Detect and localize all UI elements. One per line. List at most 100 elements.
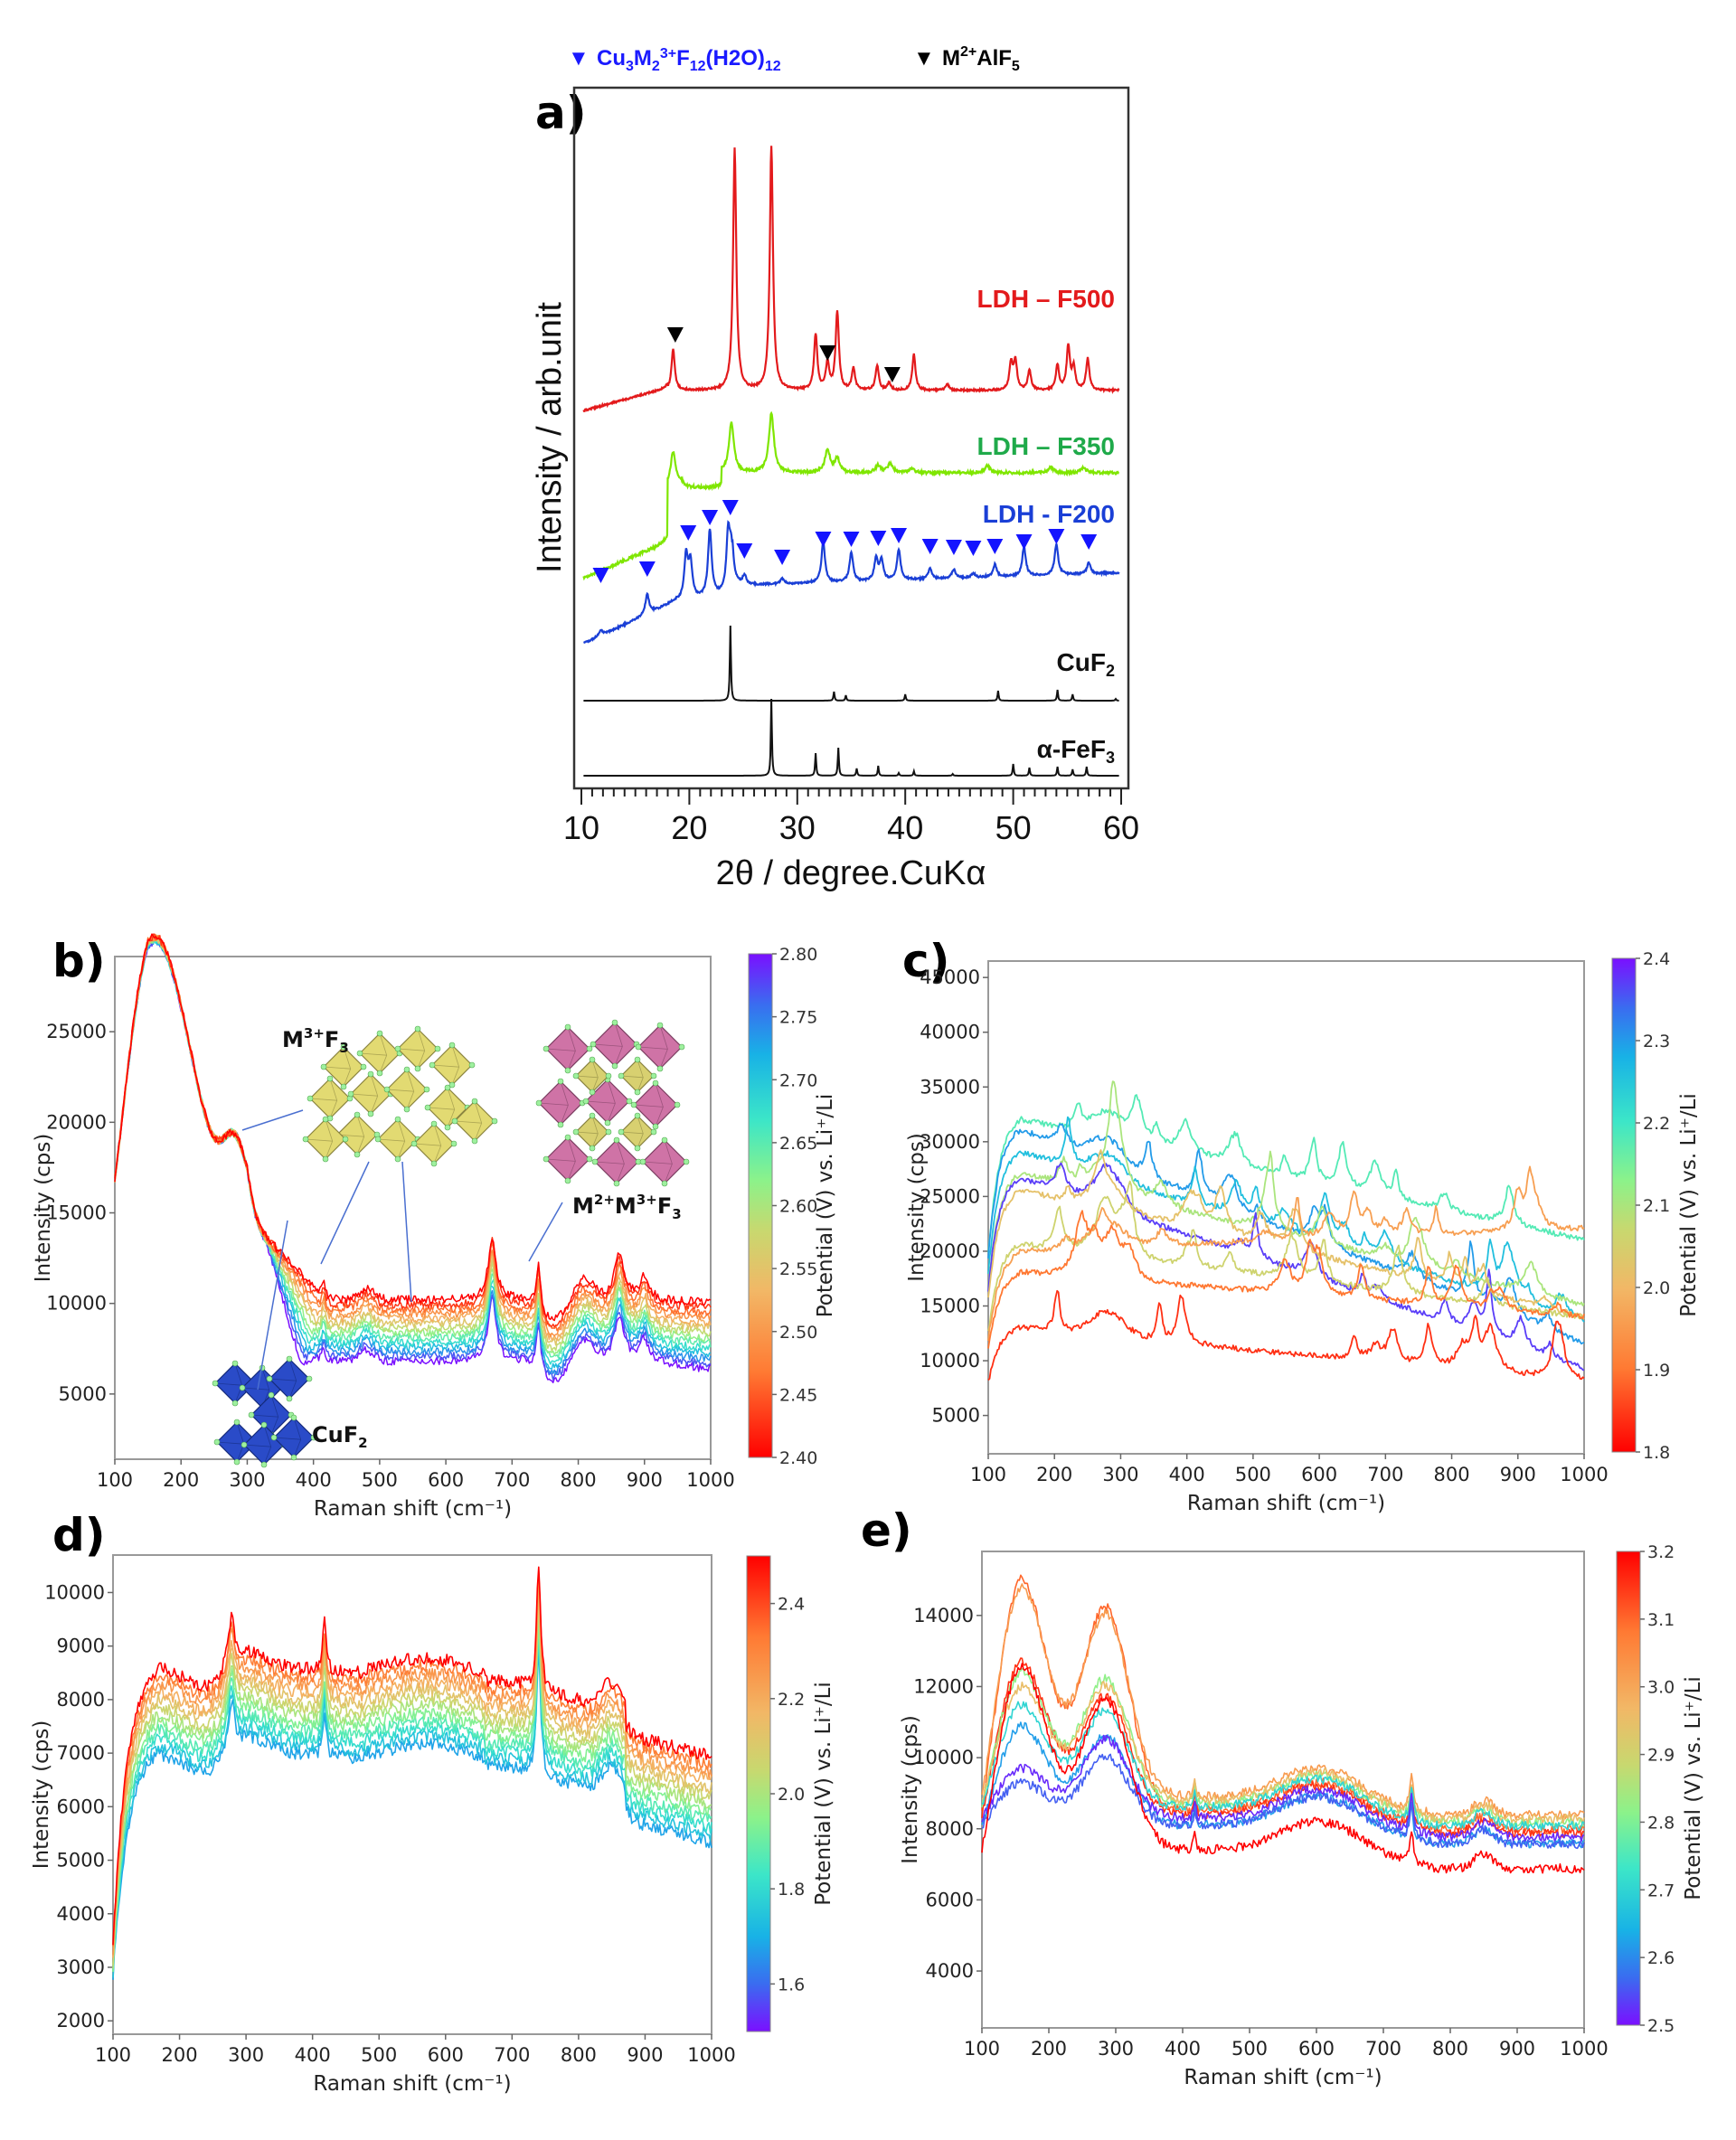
y-tick-label: 8000: [57, 1689, 105, 1711]
colorbar-tick-label: 2.0: [1643, 1278, 1670, 1298]
x-tick-label: 10: [563, 809, 599, 846]
colorbar-tick-label: 2.5: [1647, 2016, 1675, 2036]
raman-curve-e: [981, 1657, 1585, 1839]
colorbar-tick-label: 1.8: [778, 1880, 805, 1900]
fluorine-atom: [410, 1140, 418, 1147]
marker-cu3m2f12-icon: [736, 543, 753, 559]
y-tick-label: 6000: [926, 1889, 974, 1910]
raman-curve-e: [981, 1681, 1585, 1824]
colorbar: [748, 953, 773, 1458]
fluorine-atom: [307, 1095, 314, 1102]
crystal-structure-cuf2-icon: [212, 1355, 317, 1468]
y-tick-label: 14000: [913, 1605, 974, 1626]
octahedron: [336, 1114, 378, 1155]
fluorine-atom: [290, 1414, 297, 1421]
y-tick-label: 9000: [57, 1636, 105, 1657]
fluorine-atom: [626, 1098, 633, 1105]
octahedron-edge: [250, 1394, 279, 1436]
curves: [112, 1566, 712, 1980]
legend-label-blue: Cu3M23+F12(H2O)12: [597, 46, 781, 74]
raman-curve-c: [987, 1149, 1585, 1319]
fluorine-atom: [650, 1072, 657, 1079]
octahedron-edge: [620, 1115, 644, 1149]
fluorine-atom: [661, 1136, 668, 1144]
inset-label-m3f3: M3+F3: [282, 1025, 349, 1056]
octahedron-edge: [243, 1424, 272, 1466]
octahedron-edge: [545, 1136, 576, 1182]
fluorine-atom: [444, 1124, 451, 1131]
colorbar-tick-label: 2.75: [779, 1008, 817, 1028]
x-tick-label: 400: [1165, 2038, 1201, 2060]
series-label-f200: LDH - F200: [983, 500, 1115, 528]
y-axis-label: Intensity (cps): [32, 1134, 55, 1283]
x-tick-label: 800: [1434, 1464, 1470, 1485]
octahedron-edge: [594, 1139, 625, 1184]
raman-curve-d: [112, 1566, 712, 1946]
fluorine-atom: [605, 1072, 612, 1079]
fluorine-atom: [448, 1081, 456, 1089]
y-tick-label: 8000: [926, 1818, 974, 1840]
colorbar-tick-label: 2.2: [778, 1690, 805, 1710]
crystal-structure-m3f3-icon: [302, 1025, 498, 1167]
colorbar-tick-label: 2.3: [1643, 1032, 1670, 1051]
colorbar-label: Potential (V) vs. Li⁺/Li: [812, 1682, 835, 1906]
colorbar-tick-label: 2.6: [1647, 1948, 1675, 1968]
fluorine-atom: [674, 1101, 681, 1108]
y-axis-label: Intensity (cps): [905, 1133, 929, 1282]
xrd-curve-1: [582, 410, 1119, 581]
fluorine-atom: [611, 1019, 618, 1026]
fluorine-atom: [286, 1355, 293, 1362]
colorbar: [1611, 957, 1637, 1453]
fluorine-atom: [394, 1155, 401, 1163]
octahedron-edge: [386, 1069, 415, 1110]
fluorine-atom: [557, 1078, 564, 1085]
octahedron-edge: [642, 1139, 673, 1184]
fluorine-atom: [639, 1158, 646, 1165]
fluorine-atom: [630, 1101, 637, 1108]
series-label-f350: LDH – F350: [977, 432, 1116, 460]
fluorine-atom: [367, 1110, 374, 1117]
fluorine-atom: [491, 1117, 498, 1125]
x-tick-label: 700: [1367, 1464, 1403, 1485]
raman-curve-e: [981, 1701, 1585, 1832]
octahedron-edge: [359, 1032, 388, 1074]
fluorine-atom: [564, 1177, 571, 1184]
y-tick-label: 4000: [926, 1960, 974, 1982]
x-tick-label: 700: [1365, 2038, 1401, 2060]
octahedron-edge: [305, 1118, 334, 1160]
x-tick-label: 900: [627, 2044, 663, 2066]
x-tick-label: 200: [1036, 1464, 1072, 1485]
colorbar-tick-label: 2.2: [1643, 1114, 1670, 1134]
axes-frame: [987, 960, 1585, 1455]
raman-curve-c: [987, 1094, 1585, 1253]
colorbar-tick-label: 2.70: [779, 1070, 817, 1090]
fluorine-atom: [652, 1079, 659, 1087]
legend-label-black: M2+AlF5: [942, 44, 1020, 74]
fluorine-atom: [212, 1380, 219, 1387]
y-tick-label: 15000: [46, 1202, 107, 1224]
fluorine-atom: [542, 1045, 550, 1052]
octahedron-edge: [350, 1073, 379, 1115]
x-tick-label: 100: [964, 2038, 1000, 2060]
colorbar-tick-label: 3.1: [1647, 1610, 1675, 1630]
fluorine-atom: [310, 1434, 317, 1441]
octahedron: [637, 1024, 683, 1070]
fluorine-atom: [618, 1072, 625, 1079]
y-tick-label: 5000: [932, 1405, 980, 1427]
fluorine-atom: [239, 1384, 246, 1391]
colorbar-tick-label: 2.4: [778, 1595, 805, 1615]
xrd-curve-0: [582, 146, 1120, 412]
y-tick-label: 10000: [44, 1581, 105, 1603]
fluorine-atom: [678, 1043, 685, 1051]
x-axis-label: Raman shift (cm⁻¹): [314, 1497, 512, 1521]
fluorine-atom: [231, 1400, 239, 1407]
x-axis-label: Raman shift (cm⁻¹): [1187, 1492, 1385, 1515]
octahedron: [538, 1080, 583, 1126]
inset-label-m2m3f3: M2+M3+F3: [572, 1192, 682, 1222]
pointer-line: [401, 1161, 412, 1303]
xrd-curve-4: [583, 698, 1119, 777]
colorbar-tick-label: 1.9: [1643, 1361, 1670, 1381]
fluorine-atom: [430, 1120, 438, 1127]
pointer-line: [241, 1109, 304, 1131]
octahedron: [386, 1069, 428, 1110]
